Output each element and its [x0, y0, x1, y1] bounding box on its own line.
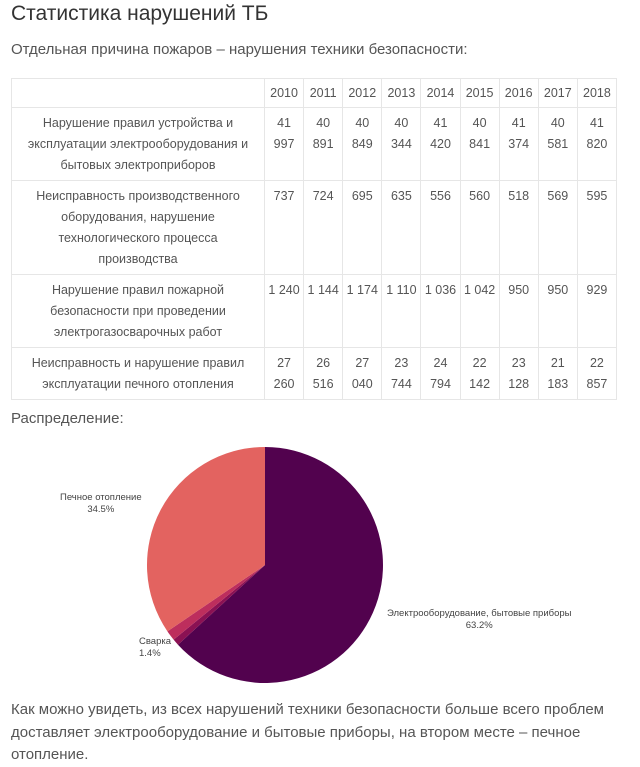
- pie-label-welding-name: Сварка: [139, 636, 172, 647]
- table-row: Неисправность производственного оборудов…: [11, 180, 618, 275]
- header-empty-cell: [11, 78, 265, 108]
- value-cell: 41 997: [263, 107, 305, 181]
- value-cell: 27 040: [342, 347, 383, 400]
- table-intro: Отдельная причина пожаров – нарушения те…: [11, 41, 468, 58]
- value-cell: 27 260: [263, 347, 305, 400]
- value-cell: 595: [576, 180, 618, 275]
- value-cell: 40 891: [303, 107, 344, 181]
- pie-label-stove-percent: 34.5%: [87, 504, 115, 515]
- value-cell: 22 857: [576, 347, 618, 400]
- header-year: 2017: [537, 78, 578, 108]
- pie-slice-3: [146, 447, 265, 632]
- value-cell: 1 240: [263, 274, 305, 348]
- cause-cell: Нарушение правил пожарной безопасности п…: [11, 274, 265, 348]
- value-cell: 23 744: [381, 347, 422, 400]
- value-cell: 724: [303, 180, 344, 275]
- cause-cell: Неисправность и нарушение правил эксплуа…: [11, 347, 265, 400]
- value-cell: 950: [498, 274, 539, 348]
- page-title: Статистика нарушений ТБ: [11, 2, 269, 25]
- pie-slice-0: [177, 447, 383, 683]
- table-row: Нарушение правил пожарной безопасности п…: [11, 274, 618, 348]
- value-cell: 569: [537, 180, 578, 275]
- header-year: 2013: [381, 78, 422, 108]
- pie-label-electrical-percent: 63.2%: [465, 620, 493, 631]
- value-cell: 1 174: [342, 274, 383, 348]
- value-cell: 1 042: [459, 274, 500, 348]
- header-year: 2018: [576, 78, 618, 108]
- distribution-heading: Распределение:: [11, 410, 124, 427]
- value-cell: 737: [263, 180, 305, 275]
- pie-label-stove: Печное отопление 34.5%: [60, 492, 142, 516]
- value-cell: 41 820: [576, 107, 618, 181]
- cause-cell: Неисправность производственного оборудов…: [11, 180, 265, 275]
- table-row: Неисправность и нарушение правил эксплуа…: [11, 347, 618, 400]
- pie-label-welding-percent: 1.4%: [139, 648, 161, 659]
- violations-table: 2010 2011 2012 2013 2014 2015 2016 2017 …: [11, 78, 618, 400]
- value-cell: 41 420: [420, 107, 461, 181]
- value-cell: 40 581: [537, 107, 578, 181]
- value-cell: 556: [420, 180, 461, 275]
- pie-chart: Печное отопление 34.5% Электрооборудован…: [0, 440, 640, 690]
- value-cell: 950: [537, 274, 578, 348]
- value-cell: 560: [459, 180, 500, 275]
- value-cell: 23 128: [498, 347, 539, 400]
- header-year: 2016: [498, 78, 539, 108]
- value-cell: 21 183: [537, 347, 578, 400]
- pie-label-stove-name: Печное отопление: [60, 492, 142, 503]
- header-year: 2010: [263, 78, 305, 108]
- header-year: 2012: [342, 78, 383, 108]
- value-cell: 518: [498, 180, 539, 275]
- pie-slice-2: [167, 565, 265, 640]
- conclusion-text: Как можно увидеть, из всех нарушений тех…: [11, 701, 604, 763]
- cause-cell: Нарушение правил устройства и эксплуатац…: [11, 107, 265, 181]
- pie-label-electrical-name: Электрооборудование, бытовые приборы: [387, 608, 572, 619]
- value-cell: 22 142: [459, 347, 500, 400]
- pie-slices: [146, 447, 383, 683]
- pie-slice-1: [173, 565, 265, 645]
- value-cell: 24 794: [420, 347, 461, 400]
- value-cell: 41 374: [498, 107, 539, 181]
- value-cell: 695: [342, 180, 383, 275]
- value-cell: 40 841: [459, 107, 500, 181]
- value-cell: 635: [381, 180, 422, 275]
- table-row: Нарушение правил устройства и эксплуатац…: [11, 107, 618, 181]
- value-cell: 40 344: [381, 107, 422, 181]
- value-cell: 26 516: [303, 347, 344, 400]
- value-cell: 929: [576, 274, 618, 348]
- value-cell: 1 144: [303, 274, 344, 348]
- header-year: 2015: [459, 78, 500, 108]
- header-year: 2011: [303, 78, 344, 108]
- pie-label-electrical: Электрооборудование, бытовые приборы 63.…: [387, 608, 571, 632]
- pie-chart-svg: [146, 447, 383, 683]
- table-header-row: 2010 2011 2012 2013 2014 2015 2016 2017 …: [11, 78, 618, 108]
- value-cell: 1 110: [381, 274, 422, 348]
- pie-label-welding: Сварка 1.4%: [139, 636, 171, 660]
- header-year: 2014: [420, 78, 461, 108]
- value-cell: 40 849: [342, 107, 383, 181]
- value-cell: 1 036: [420, 274, 461, 348]
